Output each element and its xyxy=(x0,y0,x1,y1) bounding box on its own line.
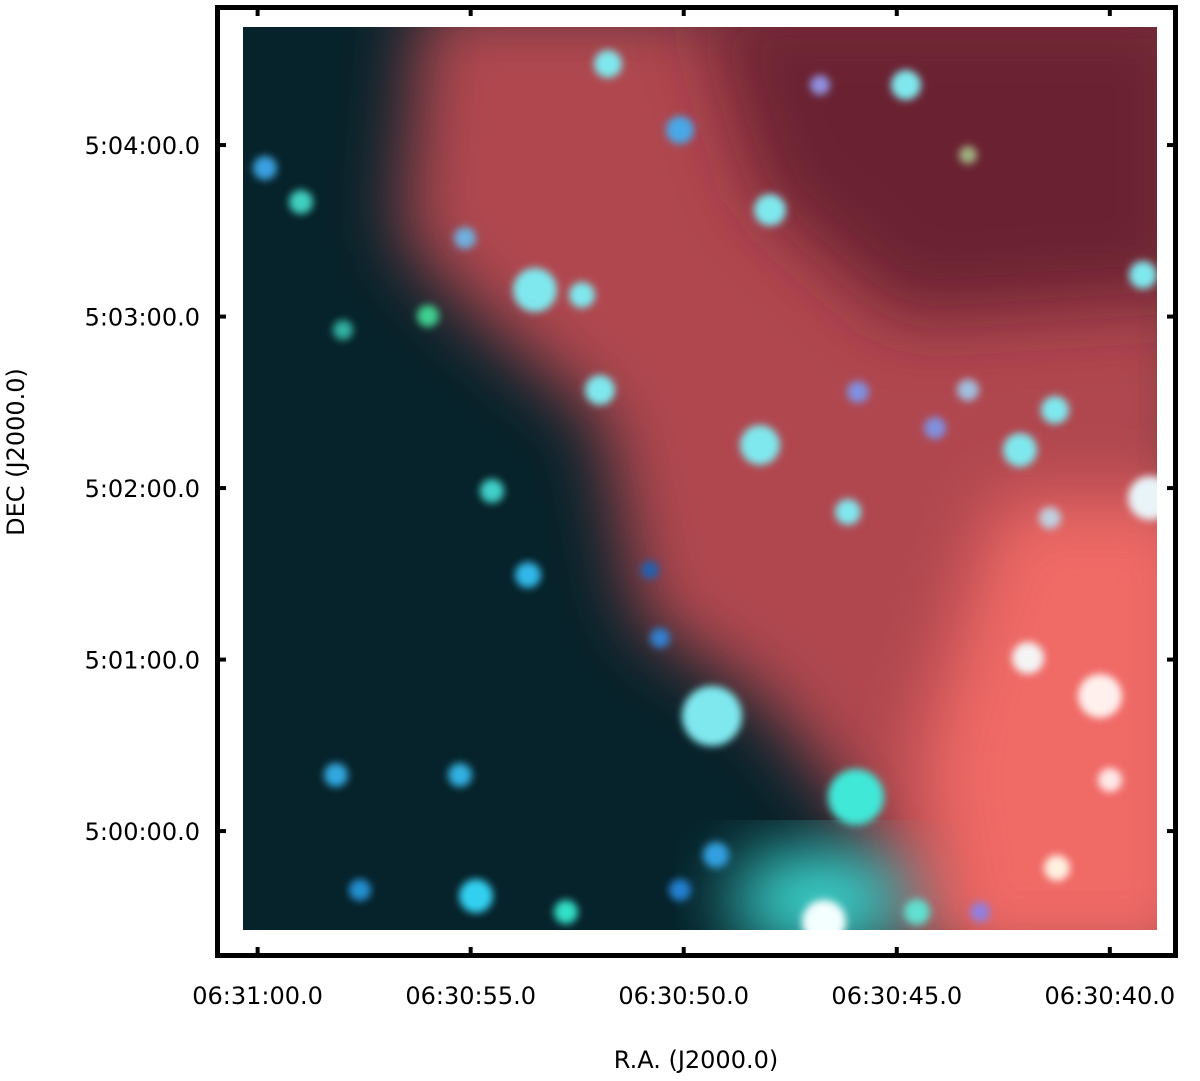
x-tick-label: 06:30:40.0 xyxy=(1044,982,1175,1010)
sky-image xyxy=(243,27,1157,930)
x-axis-label: R.A. (J2000.0) xyxy=(614,1046,778,1074)
y-tick-label: 5:03:00.0 xyxy=(85,304,200,332)
plot-frame xyxy=(215,5,1178,958)
y-tick-label: 5:04:00.0 xyxy=(85,132,200,160)
y-tick-label: 5:01:00.0 xyxy=(85,647,200,675)
x-tick-label: 06:30:55.0 xyxy=(405,982,536,1010)
x-tick-label: 06:30:45.0 xyxy=(831,982,962,1010)
x-tick-label: 06:30:50.0 xyxy=(618,982,749,1010)
y-tick-label: 5:00:00.0 xyxy=(85,818,200,846)
y-axis-label: DEC (J2000.0) xyxy=(2,368,30,536)
y-tick-label: 5:02:00.0 xyxy=(85,475,200,503)
x-tick-label: 06:31:00.0 xyxy=(192,982,323,1010)
